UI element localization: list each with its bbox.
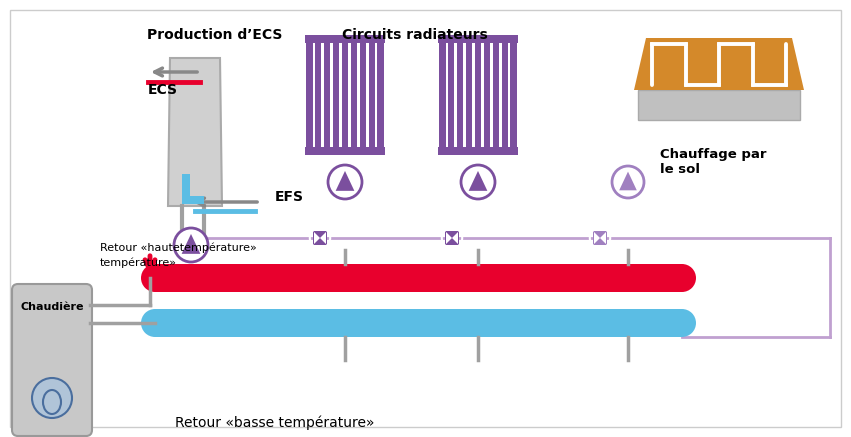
Polygon shape	[168, 58, 222, 206]
Bar	[155, 309, 682, 337]
Bar	[511, 43, 517, 147]
Bar	[493, 43, 499, 147]
Circle shape	[141, 264, 169, 292]
Polygon shape	[314, 232, 320, 244]
Text: Production d’ECS: Production d’ECS	[147, 28, 283, 42]
Bar	[155, 264, 682, 292]
Text: Retour «basse température»: Retour «basse température»	[175, 416, 374, 430]
Bar	[182, 196, 204, 204]
Polygon shape	[335, 171, 354, 191]
Circle shape	[174, 228, 208, 262]
Bar	[305, 35, 385, 43]
Polygon shape	[320, 232, 326, 244]
Bar	[501, 43, 508, 147]
Bar	[593, 232, 607, 245]
Bar	[182, 174, 190, 204]
Bar	[333, 43, 340, 147]
Bar	[378, 43, 384, 147]
Circle shape	[612, 166, 644, 198]
Text: Chauffage par: Chauffage par	[660, 148, 767, 161]
Bar	[445, 232, 459, 245]
Text: Chaudière: Chaudière	[20, 302, 83, 312]
Bar	[638, 90, 800, 120]
Polygon shape	[600, 232, 606, 244]
Bar	[324, 43, 330, 147]
Bar	[457, 43, 463, 147]
Polygon shape	[469, 171, 488, 191]
Bar	[315, 43, 322, 147]
FancyBboxPatch shape	[12, 284, 92, 436]
Bar	[313, 232, 327, 245]
Bar	[483, 43, 490, 147]
Circle shape	[668, 264, 696, 292]
Circle shape	[32, 378, 72, 418]
Bar	[305, 147, 385, 155]
Circle shape	[328, 165, 362, 199]
Bar	[439, 43, 446, 147]
Bar	[466, 43, 472, 147]
Polygon shape	[452, 232, 458, 244]
Bar	[448, 43, 454, 147]
Text: le sol: le sol	[660, 163, 700, 176]
Bar	[475, 43, 481, 147]
Text: Retour «hautetempérature»: Retour «hautetempérature»	[100, 243, 257, 253]
Bar	[342, 43, 348, 147]
Circle shape	[668, 309, 696, 337]
Bar	[306, 43, 312, 147]
Text: température»: température»	[100, 258, 177, 268]
Circle shape	[141, 309, 169, 337]
Text: EFS: EFS	[275, 190, 304, 204]
Polygon shape	[181, 234, 200, 254]
Polygon shape	[594, 232, 600, 244]
Circle shape	[461, 165, 495, 199]
Polygon shape	[620, 172, 637, 191]
Polygon shape	[634, 38, 804, 90]
Bar	[368, 43, 374, 147]
Bar	[638, 90, 800, 120]
Text: Circuits radiateurs: Circuits radiateurs	[342, 28, 488, 42]
Text: ECS: ECS	[148, 83, 178, 97]
Bar	[360, 43, 366, 147]
Bar	[351, 43, 357, 147]
Bar	[438, 35, 518, 43]
Bar	[438, 147, 518, 155]
Polygon shape	[446, 232, 452, 244]
